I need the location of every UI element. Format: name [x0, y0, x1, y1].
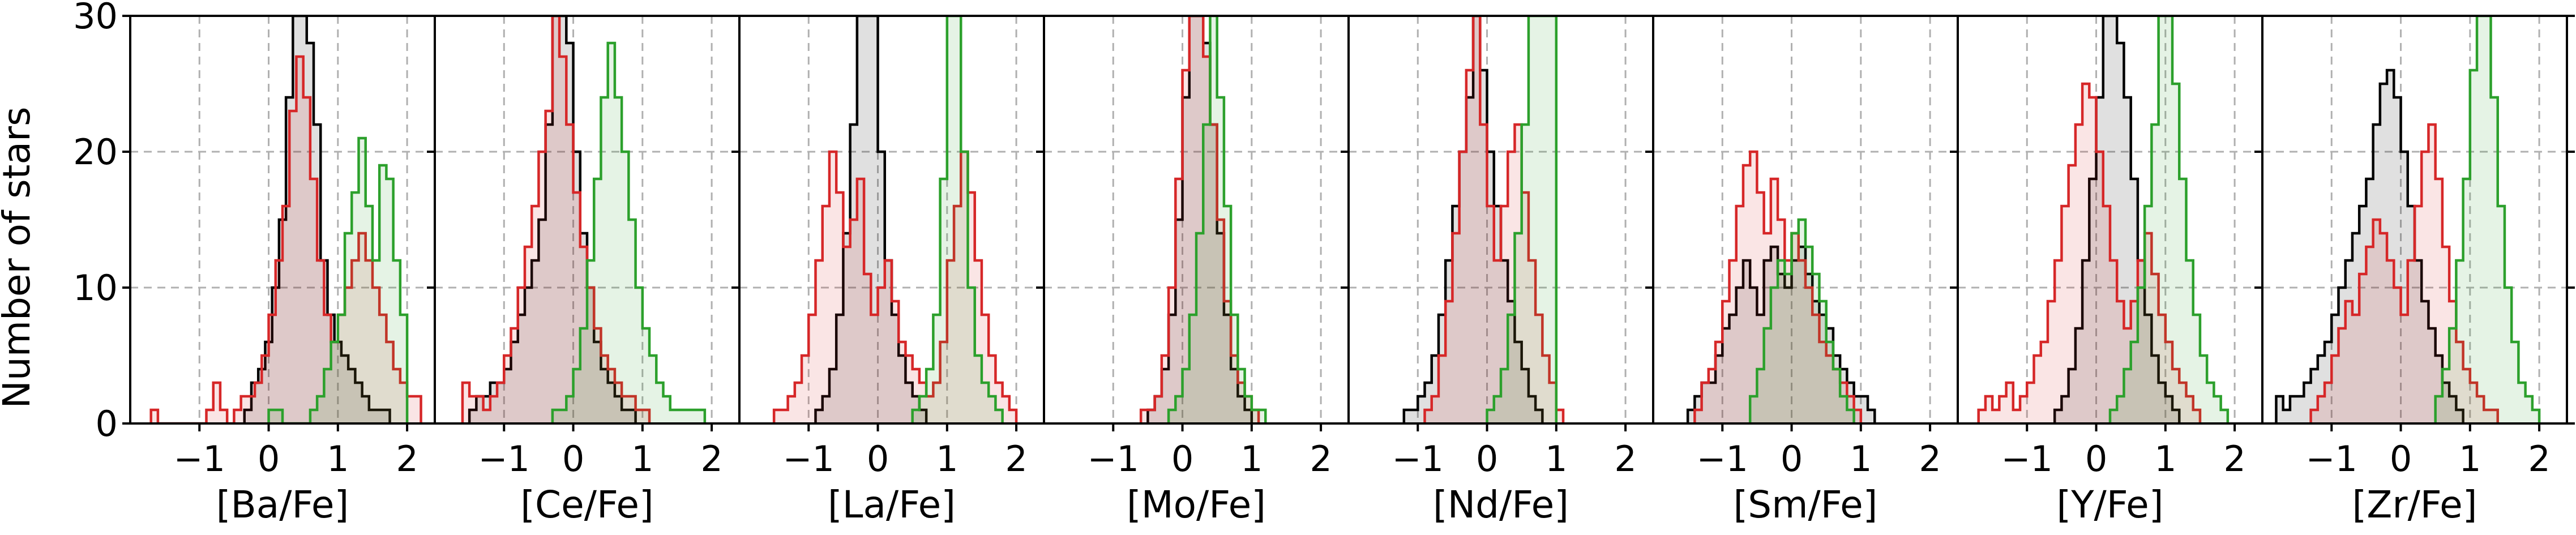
hist-fill-green	[552, 43, 705, 423]
x-tick-label: 0	[258, 438, 280, 480]
x-axis-label: [La/Fe]	[828, 483, 956, 527]
x-tick-label: 0	[1171, 438, 1193, 480]
x-tick-label: 1	[1850, 438, 1872, 480]
x-axis-label: [Ce/Fe]	[520, 483, 653, 527]
hist-fill-green	[1750, 220, 1854, 423]
x-tick-label: 1	[2459, 438, 2481, 480]
hist-series-red	[2309, 123, 2499, 423]
panel-1: −1 0 1 2 [Ce/Fe]	[427, 15, 741, 527]
x-tick-label: 0	[562, 438, 584, 480]
x-tick-label: 2	[396, 438, 418, 480]
y-tick-label: 0	[96, 403, 118, 444]
hist-series-red	[772, 150, 1018, 423]
hist-fill-red	[151, 57, 421, 423]
x-axis-label: [Ba/Fe]	[216, 483, 349, 527]
panel-7: −1 0 1 2 [Zr/Fe]	[2254, 15, 2575, 527]
hist-series-black	[814, 16, 928, 423]
hist-fill-red	[462, 16, 650, 423]
x-axis-label: [Nd/Fe]	[1433, 483, 1569, 527]
hist-series-green	[267, 136, 409, 423]
hist-series-green	[911, 16, 1004, 423]
x-tick-label: −1	[1392, 438, 1444, 480]
x-tick-label: 0	[867, 438, 889, 480]
x-tick-label: 2	[1005, 438, 1027, 480]
panel-3: −1 0 1 2 [Mo/Fe]	[1036, 15, 1350, 527]
hist-series-black	[243, 16, 391, 423]
x-tick-label: 1	[1240, 438, 1263, 480]
x-tick-label: 1	[936, 438, 958, 480]
hist-series-black	[2275, 69, 2464, 423]
x-tick-label: 1	[1545, 438, 1567, 480]
hist-fill-red	[774, 152, 1017, 423]
y-tick-label: 10	[73, 267, 118, 309]
hist-series-red	[1423, 16, 1565, 423]
hist-series-green	[2434, 16, 2541, 423]
x-tick-label: 2	[2223, 438, 2245, 480]
x-tick-label: −1	[783, 438, 835, 480]
hist-fill-red	[1978, 84, 2200, 423]
hist-series-red	[149, 55, 422, 423]
x-tick-label: 0	[1476, 438, 1498, 480]
x-tick-label: −1	[1697, 438, 1748, 480]
hist-fill-green	[2110, 16, 2228, 423]
panel-6: −1 0 1 2 [Y/Fe]	[1950, 15, 2263, 527]
hist-fill-green	[1487, 16, 1556, 423]
x-axis-label: [Zr/Fe]	[2352, 483, 2477, 527]
hist-series-black	[1402, 16, 1544, 423]
x-tick-label: 0	[2390, 438, 2412, 480]
x-axis-label: [Mo/Fe]	[1127, 483, 1266, 527]
x-tick-label: 1	[2154, 438, 2176, 480]
x-tick-label: 2	[1614, 438, 1636, 480]
hist-series-green	[2108, 16, 2230, 423]
x-axis-label: [Y/Fe]	[2056, 483, 2163, 527]
panel-frame	[2261, 15, 2568, 425]
x-tick-label: 0	[2085, 438, 2107, 480]
hist-fill-red	[1141, 16, 1259, 423]
x-tick-label: 2	[1310, 438, 1332, 480]
hist-series-green	[551, 41, 707, 423]
panel-0: −1 0 1 2 [Ba/Fe]	[122, 15, 436, 527]
hist-fill-black	[2055, 16, 2180, 423]
y-tick-label: 30	[73, 0, 118, 37]
x-tick-label: 2	[700, 438, 722, 480]
panel-2: −1 0 1 2 [La/Fe]	[731, 15, 1045, 527]
hist-series-black	[2053, 16, 2181, 423]
x-tick-label: −1	[2001, 438, 2053, 480]
x-tick-label: 2	[2528, 438, 2550, 480]
hist-fill-green	[912, 16, 1003, 423]
hist-series-green	[1748, 218, 1855, 423]
x-tick-label: 1	[631, 438, 653, 480]
x-tick-label: 2	[1919, 438, 1941, 480]
hist-series-red	[1139, 16, 1260, 423]
x-tick-label: −1	[478, 438, 530, 480]
x-tick-label: −1	[1088, 438, 1139, 480]
x-tick-label: −1	[174, 438, 225, 480]
hist-fill-green	[2435, 16, 2540, 423]
y-tick-label: 20	[73, 131, 118, 173]
x-tick-label: 0	[1781, 438, 1803, 480]
hist-fill-red	[2310, 125, 2498, 423]
panel-5: −1 0 1 2 [Sm/Fe]	[1645, 15, 1959, 527]
hist-fill-black	[1148, 16, 1252, 423]
hist-series-red	[461, 16, 651, 423]
hist-series-green	[1486, 16, 1558, 423]
x-tick-label: −1	[2306, 438, 2357, 480]
x-axis-label: [Sm/Fe]	[1734, 483, 1878, 527]
hist-fill-green	[1169, 16, 1266, 423]
panel-4: −1 0 1 2 [Nd/Fe]	[1341, 15, 1654, 527]
x-tick-label: 1	[327, 438, 349, 480]
hist-series-green	[1167, 16, 1267, 423]
hist-series-red	[1977, 82, 2202, 423]
y-axis-label: Number of stars	[0, 107, 38, 409]
hist-fill-black	[1688, 247, 1875, 423]
